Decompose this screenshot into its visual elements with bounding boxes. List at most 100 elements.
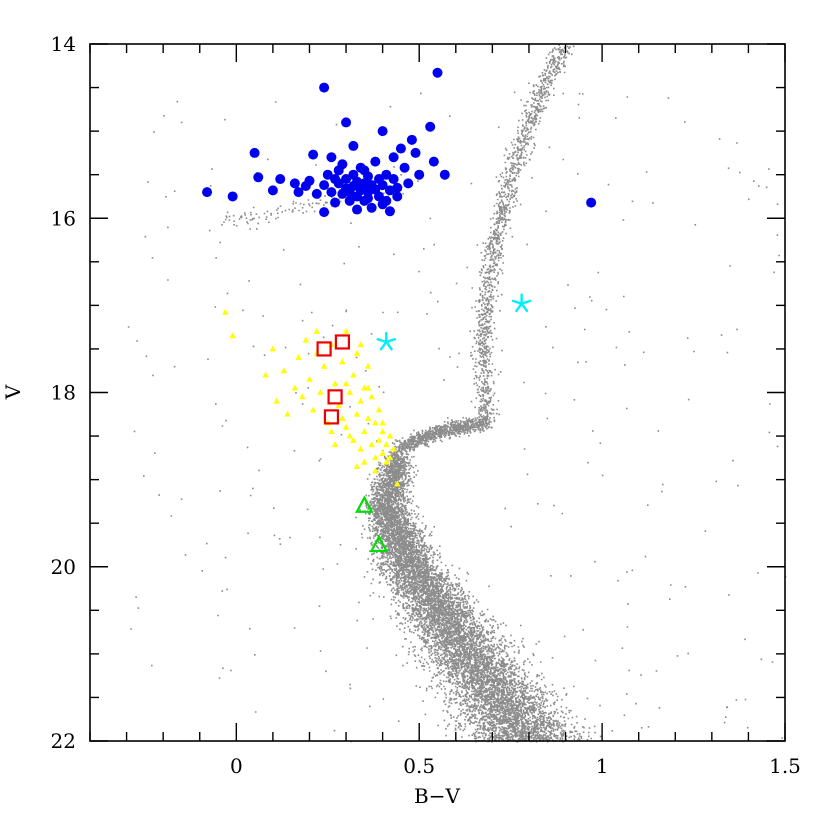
y-tick-label: 14 xyxy=(51,32,76,56)
blue-straggler-marker xyxy=(273,397,280,404)
blue-straggler-marker xyxy=(350,371,357,378)
open-square-marker xyxy=(323,409,340,425)
hb-star-marker xyxy=(425,121,436,132)
open-triangle-marker xyxy=(369,534,389,553)
y-tick-label: 16 xyxy=(51,206,76,230)
hb-star-marker xyxy=(249,147,260,158)
hb-star-marker xyxy=(326,187,337,198)
hb-star-marker xyxy=(392,182,403,193)
hb-star-marker xyxy=(322,169,333,180)
blue-straggler-marker xyxy=(353,462,361,469)
hb-star-marker xyxy=(377,180,388,191)
blue-straggler-marker xyxy=(375,436,383,443)
hb-star-marker xyxy=(381,169,392,180)
hb-star-marker xyxy=(341,174,352,185)
hb-star-marker xyxy=(304,175,315,186)
hb-star-marker xyxy=(392,191,403,202)
hb-star-marker xyxy=(377,199,388,210)
blue-straggler-marker xyxy=(375,406,383,413)
blue-straggler-marker xyxy=(284,410,291,417)
hb-star-marker xyxy=(406,134,417,145)
blue-straggler-marker xyxy=(386,432,394,439)
blue-straggler-marker xyxy=(222,308,229,315)
blue-straggler-marker xyxy=(364,415,372,422)
blue-straggler-marker xyxy=(306,375,313,382)
blue-straggler-marker xyxy=(394,480,401,487)
hb-star-marker xyxy=(388,174,399,185)
hb-star-marker xyxy=(399,162,410,173)
blue-straggler-marker xyxy=(379,449,386,456)
blue-straggler-marker xyxy=(372,419,379,426)
hb-star-marker xyxy=(388,152,399,163)
blue-straggler-marker xyxy=(350,436,357,443)
blue-straggler-marker xyxy=(346,388,353,395)
blue-straggler-marker xyxy=(383,458,390,465)
blue-straggler-marker xyxy=(342,327,350,334)
y-tick-label: 20 xyxy=(51,555,76,579)
hb-star-marker xyxy=(267,185,278,196)
blue-straggler-marker xyxy=(357,340,364,347)
hb-star-marker xyxy=(341,117,352,128)
blue-straggler-marker xyxy=(313,327,320,334)
field-stars-layer xyxy=(127,44,787,743)
blue-straggler-marker xyxy=(342,380,350,387)
blue-straggler-marker xyxy=(262,371,269,378)
blue-straggler-marker xyxy=(328,428,335,435)
blue-straggler-marker xyxy=(364,362,372,369)
hb-star-marker xyxy=(352,204,363,215)
hb-star-marker xyxy=(308,149,319,160)
blue-straggler-marker xyxy=(331,380,339,387)
hb-star-marker xyxy=(344,195,355,206)
hb-star-marker xyxy=(414,169,425,180)
blue-straggler-marker xyxy=(295,354,302,361)
hb-star-marker xyxy=(253,172,264,183)
hb-star-marker xyxy=(311,188,322,199)
blue-straggler-marker xyxy=(379,419,386,426)
tick-label-layer: 0 0.5 1 1.5 14 16 18 20 22 xyxy=(51,32,801,778)
blue-straggler-marker xyxy=(379,428,386,435)
marker-layer xyxy=(202,67,597,553)
hb-star-marker xyxy=(403,178,414,189)
x-tick-label: 0.5 xyxy=(403,754,435,778)
asterisk-marker xyxy=(376,331,397,351)
hb-star-marker xyxy=(363,193,373,204)
blue-straggler-marker xyxy=(342,423,350,430)
blue-straggler-marker xyxy=(364,384,372,391)
blue-straggler-marker xyxy=(309,406,317,413)
hb-star-marker xyxy=(293,187,304,198)
y-tick-label: 22 xyxy=(51,729,76,753)
blue-straggler-marker xyxy=(368,393,375,400)
hb-star-marker xyxy=(319,82,330,93)
blue-straggler-marker xyxy=(390,445,397,452)
hb-star-marker xyxy=(337,159,348,170)
hb-star-marker xyxy=(344,183,355,194)
hb-star-marker xyxy=(377,126,388,137)
blue-straggler-marker xyxy=(386,454,394,461)
x-tick-label: 1 xyxy=(596,754,609,778)
blue-straggler-marker xyxy=(368,441,375,448)
blue-straggler-marker xyxy=(339,358,346,365)
blue-straggler-marker xyxy=(335,401,342,408)
y-tick-label: 18 xyxy=(51,381,76,405)
hb-star-marker xyxy=(428,156,439,167)
blue-straggler-marker xyxy=(357,445,364,452)
hb-star-marker xyxy=(373,191,384,202)
hb-star-marker xyxy=(348,140,359,151)
hb-star-marker xyxy=(410,147,421,158)
hb-star-marker xyxy=(326,152,337,163)
blue-straggler-marker xyxy=(291,384,299,391)
hb-star-marker xyxy=(227,191,238,202)
blue-straggler-marker xyxy=(361,428,368,435)
hb-star-marker xyxy=(359,165,370,176)
asterisk-marker xyxy=(511,293,532,313)
field-star-dots xyxy=(127,44,787,743)
open-square-marker xyxy=(327,389,343,405)
blue-straggler-marker xyxy=(229,332,236,339)
blue-straggler-marker xyxy=(280,367,288,374)
hb-star-marker xyxy=(439,169,450,180)
blue-straggler-marker xyxy=(372,454,379,461)
hb-star-marker xyxy=(202,187,213,198)
blue-straggler-marker xyxy=(361,458,368,465)
blue-straggler-marker xyxy=(353,410,361,417)
